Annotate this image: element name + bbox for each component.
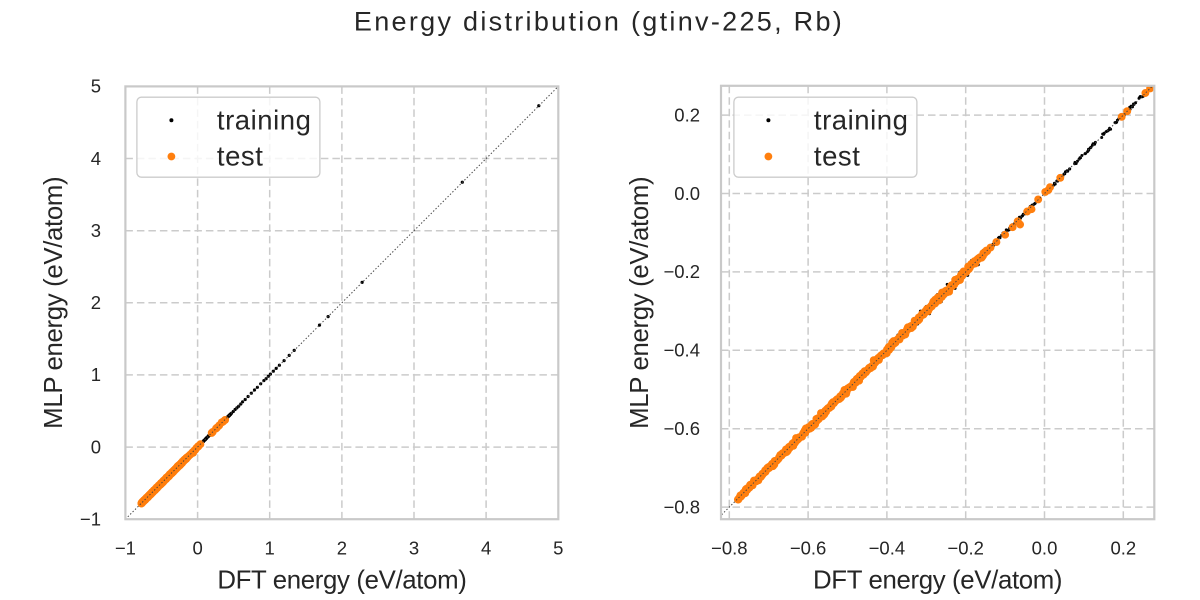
svg-text:−0.4: −0.4 xyxy=(663,340,700,361)
svg-text:0.0: 0.0 xyxy=(674,183,700,204)
svg-text:4: 4 xyxy=(481,538,491,559)
svg-text:MLP energy (eV/atom): MLP energy (eV/atom) xyxy=(626,177,654,429)
svg-text:4: 4 xyxy=(91,148,101,169)
svg-text:test: test xyxy=(814,141,861,172)
svg-text:0: 0 xyxy=(192,538,202,559)
svg-text:DFT energy (eV/atom): DFT energy (eV/atom) xyxy=(217,567,466,595)
svg-text:−0.2: −0.2 xyxy=(947,538,984,559)
svg-text:DFT energy (eV/atom): DFT energy (eV/atom) xyxy=(813,567,1062,595)
svg-text:test: test xyxy=(217,141,264,172)
svg-text:5: 5 xyxy=(553,538,563,559)
svg-text:−0.8: −0.8 xyxy=(711,538,748,559)
svg-text:0: 0 xyxy=(91,436,101,457)
svg-text:−0.2: −0.2 xyxy=(663,261,700,282)
svg-text:−0.6: −0.6 xyxy=(663,418,700,439)
svg-text:−0.4: −0.4 xyxy=(869,538,906,559)
svg-text:−0.8: −0.8 xyxy=(663,496,700,517)
svg-text:0.2: 0.2 xyxy=(674,104,700,125)
svg-text:0.0: 0.0 xyxy=(1032,538,1058,559)
svg-text:3: 3 xyxy=(91,220,101,241)
svg-text:−0.6: −0.6 xyxy=(790,538,827,559)
svg-text:training: training xyxy=(217,104,312,135)
svg-text:1: 1 xyxy=(91,364,101,385)
svg-text:2: 2 xyxy=(337,538,347,559)
svg-text:training: training xyxy=(814,104,909,135)
svg-text:5: 5 xyxy=(91,76,101,97)
svg-text:2: 2 xyxy=(91,292,101,313)
svg-text:3: 3 xyxy=(409,538,419,559)
svg-text:0.2: 0.2 xyxy=(1110,538,1136,559)
svg-text:MLP energy (eV/atom): MLP energy (eV/atom) xyxy=(40,177,68,429)
svg-text:−1: −1 xyxy=(80,509,101,530)
svg-text:Energy distribution (gtinv-225: Energy distribution (gtinv-225, Rb) xyxy=(354,7,844,37)
svg-text:−1: −1 xyxy=(115,538,136,559)
svg-text:1: 1 xyxy=(265,538,275,559)
